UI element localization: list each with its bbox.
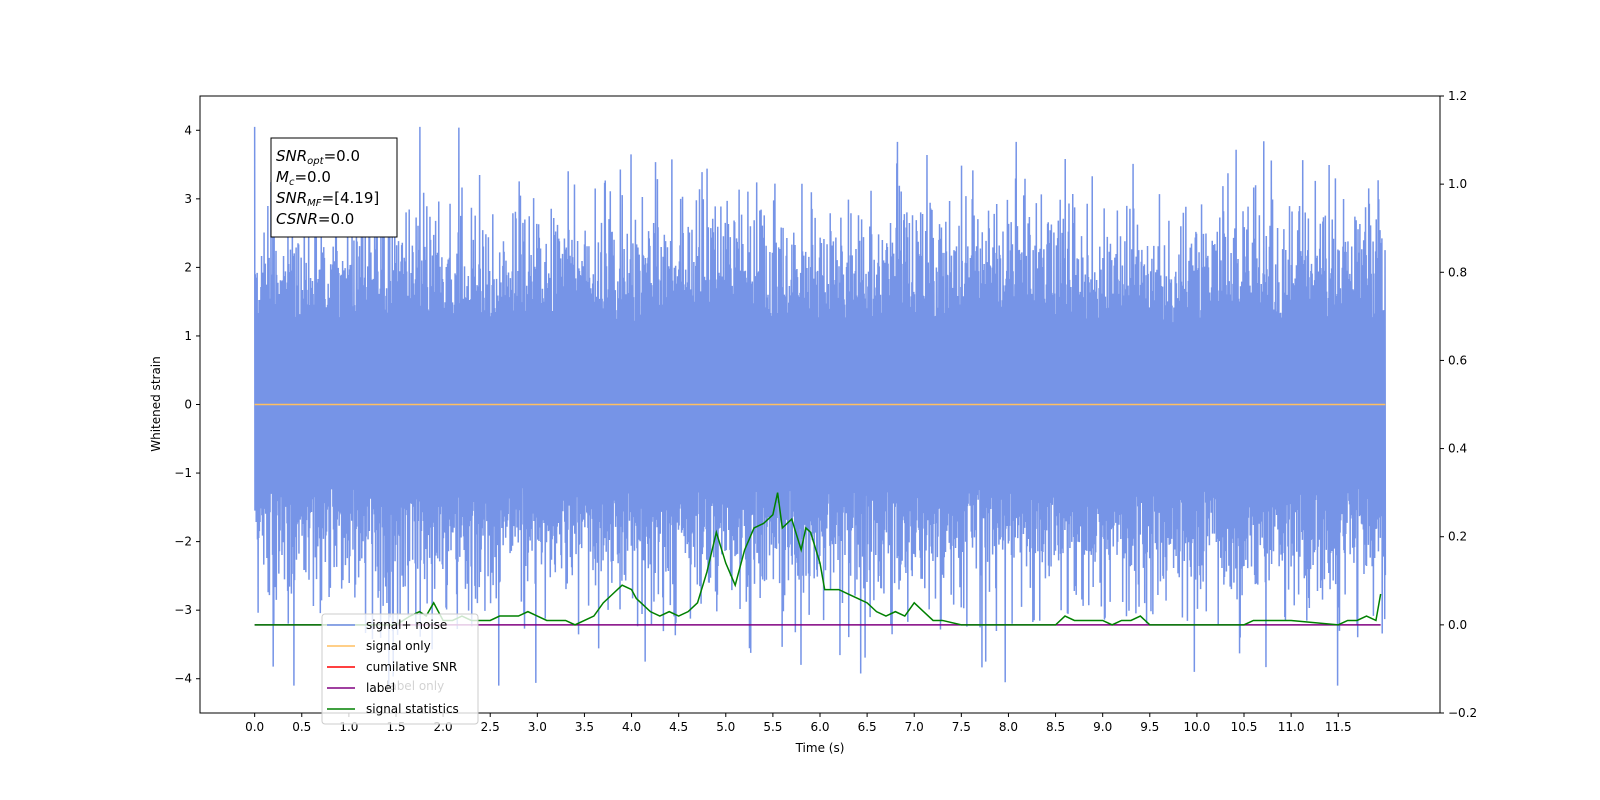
y-axis-right-ticks: −0.2 0.0 0.2 0.4 0.6 0.8 1.0 1.2 [1440,89,1477,720]
x-tick-label: 0.5 [292,720,311,734]
legend-label: cumilative SNR [366,660,457,674]
legend-frame [321,613,479,725]
legend-label: label [366,681,395,695]
x-tick-label: 2.5 [481,720,500,734]
y-left-tick-label: −3 [174,603,192,617]
x-tick-label: 0.0 [245,720,264,734]
x-tick-label: 11.5 [1325,720,1352,734]
x-tick-label: 8.5 [1046,720,1065,734]
y-axis-label: Whitened strain [149,356,163,452]
x-tick-label: 6.5 [858,720,877,734]
x-tick-label: 7.5 [952,720,971,734]
y-left-tick-label: −1 [174,466,192,480]
annotation-line: SNRopt=0.0 [276,147,360,167]
y-right-tick-label: 0.0 [1448,618,1467,632]
legend-label: signal only [366,639,431,653]
x-tick-label: 5.0 [716,720,735,734]
y-left-tick-label: 2 [184,260,192,274]
x-tick-label: 10.5 [1231,720,1258,734]
y-right-tick-label: 1.2 [1448,89,1467,103]
x-tick-label: 3.0 [528,720,547,734]
signal-statistics-line [254,492,1382,626]
x-tick-label: 9.0 [1093,720,1112,734]
signal-plus-noise-line [253,126,1387,686]
x-tick-label: 3.5 [575,720,594,734]
series-signal-plus-noise [253,126,1387,686]
x-tick-label: 4.5 [669,720,688,734]
y-left-tick-label: 3 [184,192,192,206]
x-tick-label: 7.0 [905,720,924,734]
legend-label: signal+ noise [366,618,447,632]
y-right-tick-label: 0.8 [1448,265,1467,279]
x-tick-label: 8.0 [999,720,1018,734]
legend-hidden-entry: label only [386,679,444,693]
y-right-tick-label: −0.2 [1448,706,1477,720]
annotation-frame [270,137,398,238]
x-tick-label: 5.5 [763,720,782,734]
x-tick-label: 9.5 [1140,720,1159,734]
y-right-tick-label: 0.6 [1448,353,1467,367]
y-left-tick-label: 1 [184,329,192,343]
x-tick-label: 4.0 [622,720,641,734]
x-axis-ticks: 0.0 0.5 1.0 1.5 2.0 2.5 3.0 3.5 4.0 4.5 5.0 5.5 6.0 6… [245,713,1352,734]
legend: signal+ noise signal only cumilative SNR la… [321,613,479,725]
y-right-tick-label: 0.4 [1448,442,1467,456]
y-left-tick-label: −2 [174,535,192,549]
x-tick-label: 6.0 [810,720,829,734]
annotation-line: Mc=0.0 [276,168,331,188]
y-right-tick-label: 1.0 [1448,177,1467,191]
legend-label: signal statistics [366,702,459,716]
x-tick-label: 10.0 [1184,720,1211,734]
y-left-tick-label: −4 [174,672,192,686]
x-tick-label: 11.0 [1278,720,1305,734]
y-right-tick-label: 0.2 [1448,530,1467,544]
annotation-line: CSNR=0.0 [276,210,354,228]
x-axis-label: Time (s) [795,741,845,755]
y-axis-left-ticks: −4 −3 −2 −1 0 1 2 3 4 [174,123,200,686]
annotation-line: SNRMF=[4.19] [276,189,379,209]
y-left-tick-label: 0 [184,398,192,412]
y-left-tick-label: 4 [184,123,192,137]
